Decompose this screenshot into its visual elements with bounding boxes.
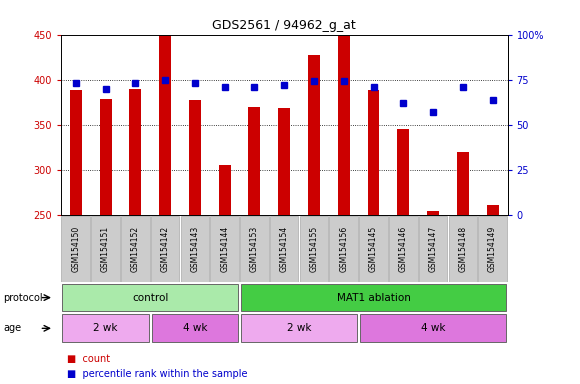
Text: GSM154143: GSM154143 [190,225,200,272]
Bar [487,205,499,215]
Text: GSM154152: GSM154152 [131,225,140,272]
Bar [211,216,239,281]
Bar [70,89,82,215]
Bar [270,216,299,281]
Text: MAT1 ablation: MAT1 ablation [336,293,411,303]
Bar [278,108,290,215]
Bar [61,216,90,281]
Bar [248,107,260,215]
Text: protocol: protocol [3,293,42,303]
Bar [189,99,201,215]
Text: 4 wk: 4 wk [183,323,207,333]
Bar [329,216,358,281]
Text: GSM154144: GSM154144 [220,225,229,272]
Bar [448,216,477,281]
Text: GSM154155: GSM154155 [310,225,318,272]
Text: 4 wk: 4 wk [421,323,445,333]
Bar [121,216,150,281]
Text: GSM154149: GSM154149 [488,225,497,272]
Text: GSM154153: GSM154153 [250,225,259,272]
Bar [368,89,379,215]
Text: ■  count: ■ count [67,354,110,364]
Text: GSM154151: GSM154151 [101,225,110,272]
Bar [241,314,357,342]
Text: GSM154147: GSM154147 [429,225,437,272]
Bar [300,216,328,281]
Bar [219,164,231,215]
Bar [240,216,269,281]
Text: GSM154150: GSM154150 [71,225,80,272]
Title: GDS2561 / 94962_g_at: GDS2561 / 94962_g_at [212,19,356,32]
Text: GSM154156: GSM154156 [339,225,348,272]
Bar [151,216,179,281]
Text: GSM154154: GSM154154 [280,225,289,272]
Bar [427,212,439,215]
Bar [91,216,120,281]
Text: control: control [132,293,168,303]
Bar [100,99,111,215]
Bar [159,35,171,215]
Bar [338,35,350,215]
Bar [360,314,506,342]
Bar [419,216,447,281]
Bar [308,55,320,215]
Text: 2 wk: 2 wk [93,323,118,333]
Text: GSM154145: GSM154145 [369,225,378,272]
Bar [457,152,469,215]
Text: GSM154142: GSM154142 [161,225,169,272]
Text: ■  percentile rank within the sample: ■ percentile rank within the sample [67,369,247,379]
Bar [129,89,142,215]
Bar [63,284,238,311]
Bar [397,129,409,215]
Bar [478,216,507,281]
Text: GSM154146: GSM154146 [399,225,408,272]
Text: GSM154148: GSM154148 [458,225,467,272]
Text: age: age [3,323,21,333]
Bar [241,284,506,311]
Text: 2 wk: 2 wk [287,323,311,333]
Bar [180,216,209,281]
Bar [359,216,388,281]
Bar [63,314,148,342]
Bar [152,314,238,342]
Bar [389,216,418,281]
